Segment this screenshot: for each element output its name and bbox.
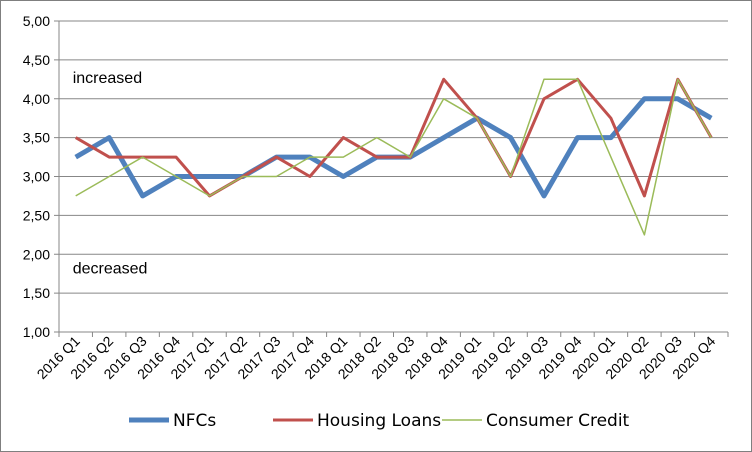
y-tick-label: 3,50	[23, 130, 50, 146]
gridlines	[59, 20, 728, 294]
series-line-housing-loans	[74, 77, 713, 198]
legend-item: Consumer Credit	[442, 411, 630, 431]
y-tick-label: 4,50	[23, 52, 50, 68]
y-tick-label: 1,50	[23, 285, 50, 301]
legend-label: NFCs	[173, 411, 216, 431]
annotations: increased decreased	[73, 70, 148, 277]
legend-label: Housing Loans	[317, 411, 441, 431]
y-tick-label: 2,00	[23, 246, 50, 262]
legend-item: NFCs	[129, 411, 216, 431]
y-tick-label: 3,00	[23, 169, 50, 185]
annotation-label: decreased	[73, 261, 148, 278]
series-lines	[74, 77, 713, 236]
y-tick-label: 2,50	[23, 207, 50, 223]
annotation-label: increased	[73, 70, 142, 87]
axes: 1,001,502,002,503,003,504,004,505,002016…	[23, 13, 729, 382]
y-tick-label: 1,00	[23, 324, 50, 340]
legend-item: Housing Loans	[273, 411, 441, 431]
legend-label: Consumer Credit	[486, 411, 630, 431]
y-tick-label: 4,00	[23, 91, 50, 107]
series-line-consumer-credit	[75, 78, 712, 236]
y-tick-label: 5,00	[23, 13, 50, 29]
legend: NFCs Housing Loans Consumer Credit	[129, 411, 630, 431]
